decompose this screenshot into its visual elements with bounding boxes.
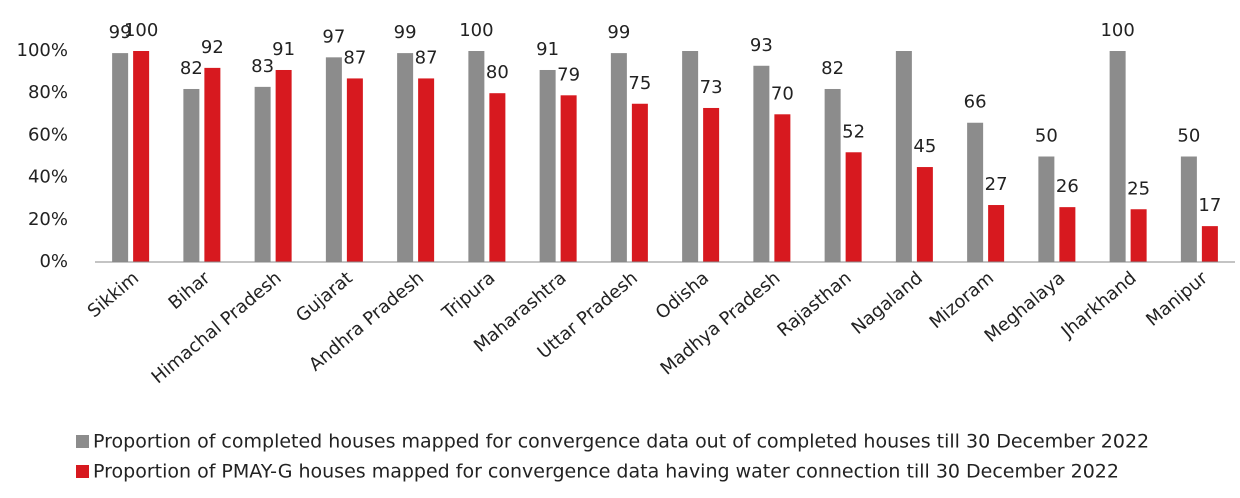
x-tick-label: Rajasthan [774, 268, 856, 342]
bar [539, 69, 556, 263]
data-label: 93 [750, 35, 773, 56]
data-label: 17 [1198, 195, 1221, 216]
y-tick-label: 20% [28, 209, 68, 230]
bar [988, 205, 1005, 262]
data-label: 75 [628, 73, 651, 94]
data-label: 70 [771, 83, 794, 104]
data-label: 27 [985, 174, 1008, 195]
data-label: 25 [1127, 178, 1150, 199]
bar [418, 78, 435, 263]
data-label: 52 [842, 121, 865, 142]
bar [254, 86, 271, 263]
bar [1038, 156, 1055, 262]
bar [824, 88, 841, 262]
x-tick-label: Madhya Pradesh [657, 268, 785, 380]
bar [895, 51, 912, 262]
bar [703, 107, 720, 262]
data-label: 99 [109, 22, 132, 43]
bar [967, 122, 984, 263]
y-tick-label: 60% [28, 124, 68, 145]
legend-swatch [76, 435, 89, 448]
bar [631, 103, 648, 262]
bar [325, 57, 342, 262]
data-label: 73 [700, 77, 723, 98]
bar [845, 152, 862, 262]
data-label: 45 [913, 136, 936, 157]
data-label: 66 [964, 92, 987, 113]
y-tick-label: 0% [39, 251, 68, 272]
data-label: 82 [821, 58, 844, 79]
legend-swatch [76, 465, 89, 478]
data-label: 92 [201, 37, 224, 58]
bar [610, 53, 627, 262]
bar [1130, 209, 1147, 262]
bar [397, 53, 414, 262]
y-tick-label: 40% [28, 167, 68, 188]
x-tick-label: Manipur [1142, 267, 1212, 331]
data-label: 79 [557, 64, 580, 85]
data-label: 99 [607, 22, 630, 43]
bar [916, 167, 933, 262]
legend-label: Proportion of PMAY-G houses mapped for c… [93, 461, 1119, 483]
data-label: 87 [343, 47, 366, 68]
bar [560, 95, 577, 262]
data-label: 100 [1100, 20, 1134, 41]
data-label: 91 [536, 39, 559, 60]
x-tick-label: Bihar [165, 267, 215, 314]
bar [204, 67, 221, 262]
bar [753, 65, 770, 263]
data-label: 82 [180, 58, 203, 79]
data-label: 87 [415, 47, 438, 68]
x-tick-label: Tripura [438, 268, 500, 325]
legend-label: Proportion of completed houses mapped fo… [93, 431, 1149, 453]
x-tick-label: Mizoram [926, 268, 998, 334]
data-label: 50 [1035, 126, 1058, 147]
data-label: 80 [486, 62, 509, 83]
data-label: 50 [1177, 126, 1200, 147]
data-label: 26 [1056, 176, 1079, 197]
bar [1180, 156, 1197, 262]
data-label: 100 [459, 20, 493, 41]
y-tick-label: 100% [17, 40, 68, 61]
bar [774, 114, 791, 262]
x-tick-label: Sikkim [84, 268, 143, 323]
x-tick-label: Jharkhand [1057, 268, 1141, 343]
data-label: 97 [322, 26, 345, 47]
data-label: 99 [394, 22, 417, 43]
x-tick-label: Odisha [652, 268, 713, 324]
bar [489, 93, 506, 262]
bar [112, 53, 129, 262]
bar [346, 78, 363, 263]
data-label: 83 [251, 56, 274, 77]
bar [1201, 226, 1218, 262]
bar [275, 69, 292, 263]
bar [1059, 207, 1076, 262]
bar [682, 51, 699, 262]
x-tick-label: Gujarat [292, 268, 357, 327]
bar [133, 51, 150, 262]
x-tick-label: Himachal Pradesh [148, 268, 286, 388]
bar [183, 88, 200, 262]
y-tick-label: 80% [28, 82, 68, 103]
bar [1109, 51, 1126, 262]
data-label: 100 [124, 20, 158, 41]
x-tick-label: Nagaland [848, 268, 927, 339]
bar [468, 51, 485, 262]
data-label: 91 [272, 39, 295, 60]
